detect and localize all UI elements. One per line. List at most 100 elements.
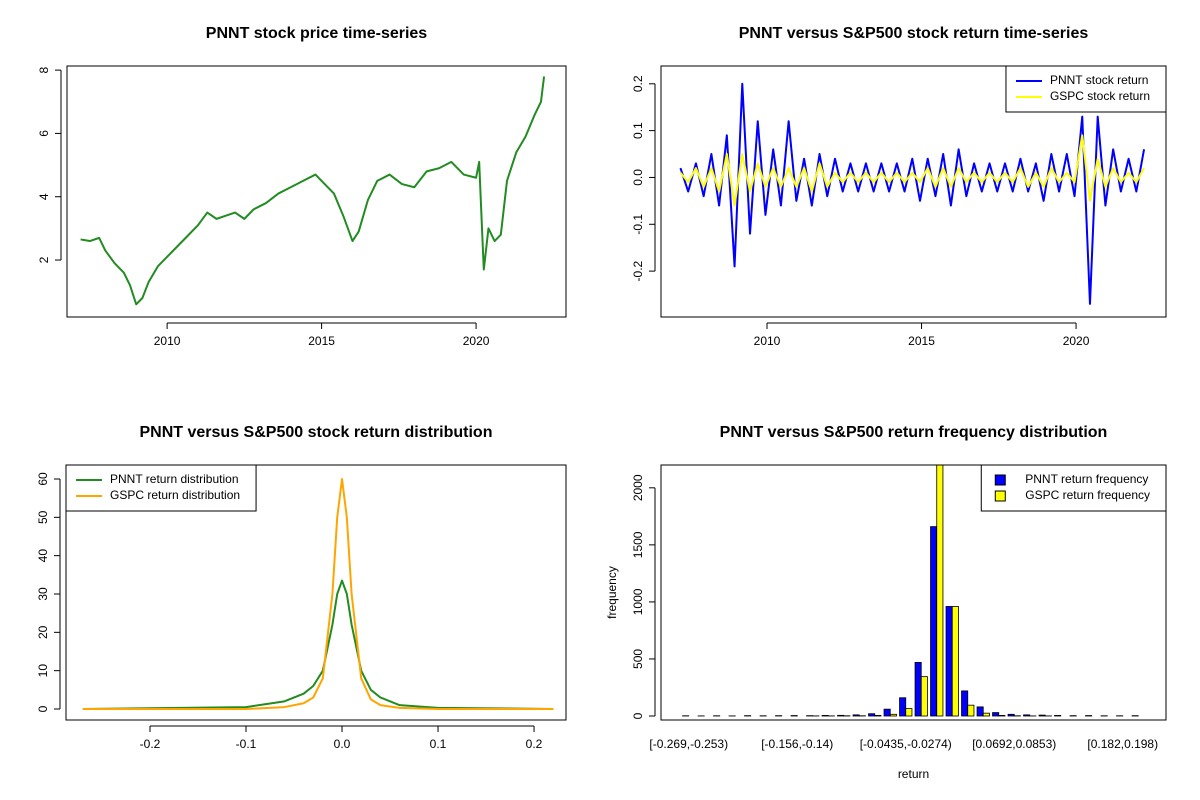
x-tick-label: 2020 xyxy=(1063,334,1090,348)
bar xyxy=(868,713,876,717)
panel: PNNT stock price time-series 2 4 6 8 2010 2015… xyxy=(37,25,567,348)
bar xyxy=(936,465,944,717)
y-tick-label: 0.1 xyxy=(631,122,645,139)
bar xyxy=(899,697,907,717)
bar xyxy=(967,704,975,717)
x-tick-label: [-0.156,-0.14) xyxy=(761,737,833,751)
y-tick-label: 2 xyxy=(37,256,51,263)
y-tick-label: 8 xyxy=(37,66,51,73)
legend-box xyxy=(65,464,257,512)
x-tick-label: [0.0692,0.0853) xyxy=(972,737,1056,751)
bar xyxy=(930,526,938,717)
bar xyxy=(889,713,897,717)
bar xyxy=(914,661,922,717)
bar xyxy=(874,715,882,717)
plot-frame xyxy=(660,65,1167,318)
bar xyxy=(945,606,953,717)
legend-label: PNNT return frequency xyxy=(1025,472,1148,486)
legend-label: PNNT return distribution xyxy=(110,472,239,486)
x-tick-label: -0.1 xyxy=(236,737,257,751)
bar xyxy=(951,606,959,717)
x-tick-label: 2020 xyxy=(463,334,490,348)
y-tick-label: -0.1 xyxy=(631,214,645,235)
plot-area xyxy=(679,82,1146,305)
panel: PNNT versus S&P500 return frequency dist… xyxy=(605,424,1167,781)
chart-title: PNNT versus S&P500 stock return time-ser… xyxy=(739,25,1089,42)
y-tick-label: 40 xyxy=(36,549,50,563)
y-tick-label: 30 xyxy=(36,587,50,601)
series-line xyxy=(82,579,554,710)
plot-frame xyxy=(66,65,567,318)
bar xyxy=(905,708,913,717)
y-tick-label: 1500 xyxy=(631,531,645,558)
series-line xyxy=(80,76,546,306)
y-tick-label: 0.0 xyxy=(631,169,645,186)
y-tick-label: 0 xyxy=(36,705,50,712)
x-tick-label: -0.2 xyxy=(140,737,161,751)
bar xyxy=(1054,715,1062,717)
chart-title: PNNT versus S&P500 stock return distribu… xyxy=(140,424,493,441)
y-tick-label: 10 xyxy=(36,664,50,678)
bar xyxy=(961,690,969,717)
y-tick-label: 1000 xyxy=(631,588,645,615)
bar xyxy=(998,715,1006,717)
bar xyxy=(992,712,1000,717)
bar xyxy=(837,714,845,717)
bar xyxy=(1007,713,1015,717)
x-tick-label: 2015 xyxy=(908,334,935,348)
bar xyxy=(883,708,891,717)
x-axis-label: return xyxy=(898,767,929,781)
y-tick-label: 0 xyxy=(631,712,645,719)
legend-label: GSPC return distribution xyxy=(110,488,240,502)
panel: PNNT versus S&P500 stock return distribu… xyxy=(36,424,567,751)
legend: PNNT return distribution GSPC return dist… xyxy=(65,464,257,512)
y-tick-label: 2000 xyxy=(631,474,645,501)
bar xyxy=(982,712,990,717)
x-tick-label: 0.1 xyxy=(430,737,447,751)
plot-area xyxy=(82,477,554,710)
legend-swatch xyxy=(994,490,1006,502)
x-tick-label: [-0.269,-0.253) xyxy=(649,737,728,751)
y-tick-label: -0.2 xyxy=(631,260,645,281)
series-line xyxy=(679,82,1146,305)
legend: PNNT return frequency GSPC return frequen… xyxy=(980,464,1167,512)
legend-label: GSPC stock return xyxy=(1050,89,1150,103)
y-tick-label: 4 xyxy=(37,193,51,200)
y-tick-label: 60 xyxy=(36,472,50,486)
series-line xyxy=(82,477,554,710)
chart-title: PNNT versus S&P500 return frequency dist… xyxy=(720,424,1108,441)
x-tick-label: 2010 xyxy=(754,334,781,348)
panel: PNNT versus S&P500 stock return time-ser… xyxy=(631,25,1167,348)
x-tick-label: 2015 xyxy=(308,334,335,348)
bar xyxy=(1038,714,1046,717)
legend-swatch xyxy=(994,474,1006,486)
x-tick-label: [-0.0435,-0.0274) xyxy=(860,737,952,751)
legend: PNNT stock return GSPC stock return xyxy=(1005,65,1167,113)
x-tick-label: 0.2 xyxy=(526,737,543,751)
bar xyxy=(821,715,829,717)
legend-label: PNNT stock return xyxy=(1050,73,1148,87)
y-tick-label: 6 xyxy=(37,130,51,137)
y-tick-label: 500 xyxy=(631,649,645,669)
y-axis-label: frequency xyxy=(605,566,619,619)
x-tick-label: 2010 xyxy=(154,334,181,348)
y-tick-label: 0.2 xyxy=(631,75,645,92)
x-tick-label: [0.182,0.198) xyxy=(1087,737,1158,751)
y-tick-label: 50 xyxy=(36,510,50,524)
legend-box xyxy=(980,464,1167,512)
legend-box xyxy=(1005,65,1167,113)
y-tick-label: 20 xyxy=(36,625,50,639)
chart-title: PNNT stock price time-series xyxy=(206,25,428,42)
x-tick-label: 0.0 xyxy=(334,737,351,751)
plot-area xyxy=(80,76,546,306)
plot-frame xyxy=(660,464,1167,721)
plot-frame xyxy=(65,464,567,721)
bar xyxy=(852,714,860,717)
bar xyxy=(1023,714,1031,717)
plot-area xyxy=(682,465,1139,717)
bar xyxy=(920,676,928,717)
legend-label: GSPC return frequency xyxy=(1025,488,1150,502)
series-line xyxy=(679,134,1145,207)
bar xyxy=(976,706,984,717)
